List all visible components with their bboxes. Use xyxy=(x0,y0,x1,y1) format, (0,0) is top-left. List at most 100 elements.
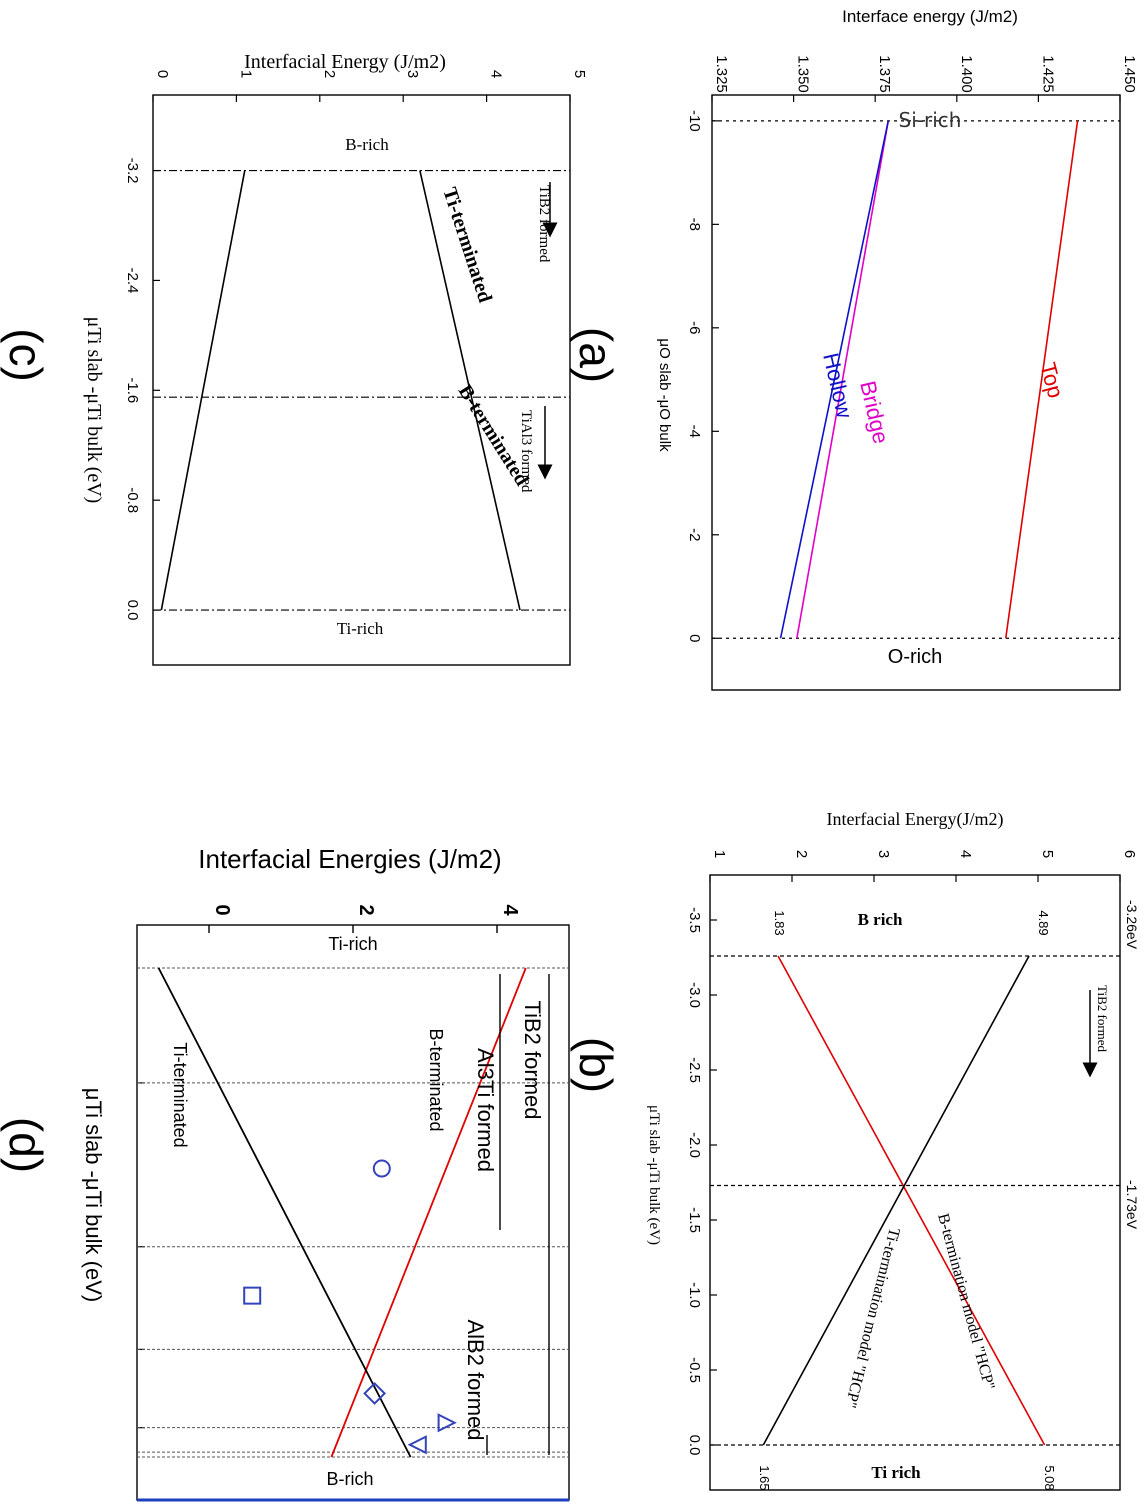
x-tick-label: -3.0 xyxy=(686,982,703,1008)
marker-triangle-left xyxy=(407,1435,427,1455)
series-label-b-terminated-d: B-terminated xyxy=(426,1028,446,1131)
y-tick-label: 1.325 xyxy=(713,55,730,93)
end-label-508: 5.08 xyxy=(1042,1465,1057,1490)
y-tick-label: 0 xyxy=(154,70,171,78)
series-label-ti-termination: Ti-termination model "HCP" xyxy=(841,1226,902,1410)
x-tick-label: 0.0 xyxy=(124,600,141,621)
x-tick-label: -1.0 xyxy=(686,1282,703,1308)
y-tick-label: 5 xyxy=(571,70,588,78)
x-tick-label: -0.5 xyxy=(686,1357,703,1383)
y-tick-label: 2 xyxy=(793,850,810,858)
y-tick-label: 1.400 xyxy=(958,55,975,93)
x-tick-label: -4 xyxy=(686,425,703,438)
marker-circle xyxy=(372,1159,391,1178)
x-tick-label: 0.0 xyxy=(686,1435,703,1456)
x-tick-label: 0 xyxy=(686,634,703,642)
y-tick-label: 1 xyxy=(711,850,728,858)
panel-label-c: (c) xyxy=(0,328,52,382)
series-line xyxy=(160,170,246,611)
series-label-bridge: Bridge xyxy=(855,379,894,447)
x-tick-label: -3.2 xyxy=(124,158,141,184)
series-line xyxy=(779,120,890,639)
x-tick-label: -2.0 xyxy=(686,1132,703,1158)
top-label-173: -1.73eV xyxy=(1124,1180,1140,1230)
panel-a: 1.325 1.350 1.375 1.400 1.425 1.450 -10 -8 -6 -4 -… xyxy=(570,7,1138,691)
plot-frame-a xyxy=(711,94,1121,691)
x-axis-title-a: μO slab -μO bulk xyxy=(656,338,673,452)
annotation-tial3-c: TiAl3 formed xyxy=(518,410,534,493)
annotation-alb2-d: AlB2 formed xyxy=(463,1319,488,1440)
y-tick-label: 1.375 xyxy=(876,55,893,93)
panel-b: 1 2 3 4 5 6 -3.5 -3.0 -2.5 -2.0 -1.5 -1.0 -0.5 0.0 B … xyxy=(570,809,1140,1491)
top-label-326: -3.26eV xyxy=(1124,900,1140,950)
plot-frame-b xyxy=(709,874,1121,1491)
y-tick-label: 2 xyxy=(321,70,338,78)
series-line xyxy=(1004,120,1079,639)
x-tick-label: -2.5 xyxy=(686,1057,703,1083)
panel-d: 0 2 4 Ti-rich B-rich Interfacial Energies … xyxy=(0,844,570,1502)
region-label-o-rich: O-rich xyxy=(888,646,942,668)
y-tick-label: 3 xyxy=(875,850,892,858)
y-tick-label: 1.450 xyxy=(1121,55,1138,93)
annotation-tib2-d: TiB2 formed xyxy=(520,1000,545,1119)
y-axis-title-d: Interfacial Energies (J/m2) xyxy=(198,844,501,874)
x-tick-label: -10 xyxy=(686,110,703,132)
plot-frame-c xyxy=(152,94,571,666)
end-label-489: 4.89 xyxy=(1036,910,1051,935)
y-tick-label: 0 xyxy=(211,904,233,915)
region-label-b-rich-c: B-rich xyxy=(345,135,389,154)
region-label-b-rich-d: B-rich xyxy=(326,1469,373,1489)
region-label-ti-rich-c: Ti-rich xyxy=(337,619,384,638)
end-label-165: 1.65 xyxy=(757,1465,772,1490)
plot-frame-d xyxy=(136,924,570,1501)
series-label-b-termination: B-termination model "HCP" xyxy=(934,1212,998,1392)
panel-label-d: (d) xyxy=(0,1117,52,1173)
y-axis-title-b: Interfacial Energy(J/m2) xyxy=(826,809,1003,830)
x-tick-label: -3.5 xyxy=(686,907,703,933)
x-tick-label: -1.5 xyxy=(686,1207,703,1233)
series-line xyxy=(330,967,527,1458)
series-label-ti-terminated-d: Ti-terminated xyxy=(170,1042,190,1147)
annotation-tib2-b: TiB2 formed xyxy=(1095,985,1110,1053)
x-tick-label: -2 xyxy=(686,528,703,541)
panel-c: 0 1 2 3 4 5 -3.2 -2.4 -1.6 -0.8 0.0 B-rich Ti-rich… xyxy=(0,51,588,666)
panel-label-b: (b) xyxy=(570,1037,622,1093)
y-tick-label: 5 xyxy=(1039,850,1056,858)
y-tick-label: 1.425 xyxy=(1039,55,1056,93)
marker-diamond xyxy=(363,1382,387,1405)
y-tick-label: 3 xyxy=(404,70,421,78)
annotation-al3ti-d: Al3Ti formed xyxy=(473,1048,498,1172)
y-axis-title-c: Interfacial Energy (J/m2) xyxy=(244,51,446,73)
y-axis-title-a: Interface energy (J/m2) xyxy=(842,7,1018,26)
marker-square xyxy=(243,1286,262,1305)
y-tick-label: 1 xyxy=(237,70,254,78)
y-tick-label: 2 xyxy=(355,904,377,915)
series-line xyxy=(796,120,890,639)
series-line xyxy=(157,967,412,1458)
series-line xyxy=(777,955,1046,1446)
region-label-b-rich: B rich xyxy=(858,910,903,929)
series-label-hollow: Hollow xyxy=(818,351,857,421)
x-tick-label: -0.8 xyxy=(124,487,141,513)
y-tick-label: 4 xyxy=(499,904,521,916)
y-tick-label: 4 xyxy=(488,70,505,78)
x-axis-title-b: μTi slab -μTi bulk (eV) xyxy=(646,1105,662,1245)
region-label-si-rich: Si-rich xyxy=(899,108,962,132)
marker-triangle-right xyxy=(437,1413,457,1433)
x-tick-label: -8 xyxy=(686,218,703,231)
series-line xyxy=(762,955,1030,1446)
end-label-183: 1.83 xyxy=(772,910,787,935)
series-line xyxy=(419,170,521,611)
x-axis-title-d: μTi slab -μTi bulk (eV) xyxy=(81,1088,106,1302)
region-label-ti-rich: Ti rich xyxy=(871,1463,921,1482)
x-tick-label: -2.4 xyxy=(124,267,141,293)
y-tick-label: 1.350 xyxy=(795,55,812,93)
x-tick-label: -6 xyxy=(686,321,703,334)
y-tick-label: 4 xyxy=(957,850,974,858)
panel-label-a: (a) xyxy=(570,327,622,383)
region-label-ti-rich-d: Ti-rich xyxy=(328,934,377,954)
x-axis-title-c: μTi slab -μTi bulk (eV) xyxy=(83,317,105,504)
x-tick-label: -1.6 xyxy=(124,377,141,403)
y-tick-label: 6 xyxy=(1121,850,1138,858)
